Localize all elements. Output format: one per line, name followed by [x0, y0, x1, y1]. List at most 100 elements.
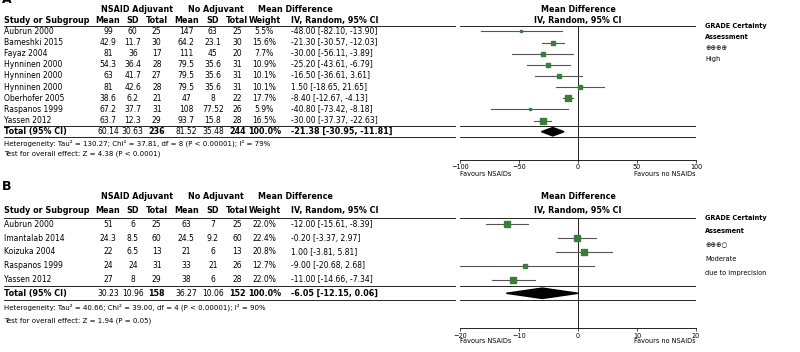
Text: 27: 27	[103, 275, 113, 284]
Text: Weight: Weight	[248, 206, 281, 215]
Text: SD: SD	[206, 16, 219, 25]
Text: SD: SD	[206, 206, 219, 215]
Text: Mean Difference: Mean Difference	[258, 5, 334, 14]
Text: NSAID Adjuvant: NSAID Adjuvant	[101, 193, 173, 201]
Text: 37.7: 37.7	[124, 105, 142, 114]
Text: 79.5: 79.5	[178, 60, 194, 69]
Text: IV, Random, 95% CI: IV, Random, 95% CI	[534, 16, 622, 25]
Text: Koizuka 2004: Koizuka 2004	[4, 247, 55, 257]
Text: 35.6: 35.6	[204, 60, 222, 69]
Text: 93.7: 93.7	[178, 116, 194, 125]
Text: 17: 17	[152, 49, 162, 58]
Text: 29: 29	[152, 116, 162, 125]
Text: Mean Difference: Mean Difference	[258, 193, 334, 201]
Text: Study or Subgroup: Study or Subgroup	[4, 16, 90, 25]
Text: Test for overall effect: Z = 4.38 (P < 0.0001): Test for overall effect: Z = 4.38 (P < 0…	[4, 151, 160, 157]
Text: 31: 31	[152, 105, 162, 114]
Text: -16.50 [-36.61, 3.61]: -16.50 [-36.61, 3.61]	[291, 71, 370, 81]
Text: Heterogeneity: Tau² = 40.66; Chi² = 39.00, df = 4 (P < 0.00001); I² = 90%: Heterogeneity: Tau² = 40.66; Chi² = 39.0…	[4, 303, 266, 311]
Text: 36: 36	[128, 49, 138, 58]
Text: 9.2: 9.2	[207, 234, 219, 243]
Text: Weight: Weight	[248, 16, 281, 25]
Text: 22: 22	[103, 247, 113, 257]
Text: 10.96: 10.96	[122, 289, 144, 298]
Text: 11.7: 11.7	[125, 38, 141, 47]
Text: 51: 51	[103, 220, 113, 229]
Text: 158: 158	[149, 289, 165, 298]
Text: 67.2: 67.2	[99, 105, 116, 114]
Text: Hynninen 2000: Hynninen 2000	[4, 60, 62, 69]
Text: Study or Subgroup: Study or Subgroup	[4, 206, 90, 215]
Text: 60: 60	[232, 234, 242, 243]
Text: Raspanos 1999: Raspanos 1999	[4, 261, 63, 270]
Text: Hynninen 2000: Hynninen 2000	[4, 71, 62, 81]
Text: 31: 31	[152, 261, 162, 270]
Text: Heterogeneity: Tau² = 130.27; Chi² = 37.81, df = 8 (P < 0.00001); I² = 79%: Heterogeneity: Tau² = 130.27; Chi² = 37.…	[4, 139, 270, 146]
Text: 25: 25	[152, 27, 162, 36]
Text: -48.00 [-82.10, -13.90]: -48.00 [-82.10, -13.90]	[291, 27, 378, 36]
Text: 26: 26	[233, 105, 242, 114]
Text: 38: 38	[182, 275, 191, 284]
Text: -6.05 [-12.15, 0.06]: -6.05 [-12.15, 0.06]	[291, 289, 378, 298]
Text: 22.4%: 22.4%	[253, 234, 276, 243]
Text: 63: 63	[103, 71, 113, 81]
Text: GRADE Certainty: GRADE Certainty	[706, 215, 767, 221]
Text: Total: Total	[146, 206, 168, 215]
Text: 28: 28	[233, 275, 242, 284]
Text: GRADE Certainty: GRADE Certainty	[706, 23, 767, 29]
Text: 244: 244	[229, 127, 246, 136]
Text: IV, Random, 95% CI: IV, Random, 95% CI	[534, 206, 622, 215]
Text: ⊕⊕⊕⊕: ⊕⊕⊕⊕	[706, 45, 727, 51]
Text: 5.5%: 5.5%	[254, 27, 274, 36]
Text: Favours no NSAIDs: Favours no NSAIDs	[634, 338, 696, 344]
Text: -40.80 [-73.42, -8.18]: -40.80 [-73.42, -8.18]	[291, 105, 373, 114]
Text: 22.0%: 22.0%	[253, 275, 276, 284]
Text: 81: 81	[103, 49, 113, 58]
Text: 147: 147	[179, 27, 194, 36]
Text: 31: 31	[233, 83, 242, 92]
Text: 8.5: 8.5	[127, 234, 139, 243]
Text: -8.40 [-12.67, -4.13]: -8.40 [-12.67, -4.13]	[291, 94, 368, 103]
Text: 6: 6	[210, 247, 215, 257]
Text: 31: 31	[233, 60, 242, 69]
Text: 7: 7	[210, 220, 215, 229]
Text: 22.0%: 22.0%	[253, 220, 276, 229]
Text: 77.52: 77.52	[202, 105, 224, 114]
Text: -30.00 [-37.37, -22.63]: -30.00 [-37.37, -22.63]	[291, 116, 378, 125]
Text: 79.5: 79.5	[178, 71, 194, 81]
Text: 81.52: 81.52	[175, 127, 197, 136]
Text: 30.63: 30.63	[122, 127, 144, 136]
Text: 81: 81	[103, 83, 113, 92]
Text: 26: 26	[233, 261, 242, 270]
Text: 36.27: 36.27	[175, 289, 197, 298]
Text: 24: 24	[103, 261, 113, 270]
Text: 21: 21	[208, 261, 218, 270]
Text: 25: 25	[233, 220, 242, 229]
Text: 63: 63	[182, 220, 191, 229]
Text: 21: 21	[182, 247, 191, 257]
Text: Test for overall effect: Z = 1.94 (P = 0.05): Test for overall effect: Z = 1.94 (P = 0…	[4, 318, 151, 324]
Text: 6: 6	[210, 275, 215, 284]
Text: SD: SD	[126, 206, 139, 215]
Text: 236: 236	[149, 127, 165, 136]
Text: 10.06: 10.06	[202, 289, 224, 298]
Text: -21.38 [-30.95, -11.81]: -21.38 [-30.95, -11.81]	[291, 127, 393, 136]
Text: IV, Random, 95% CI: IV, Random, 95% CI	[291, 16, 378, 25]
Text: 12.3: 12.3	[125, 116, 141, 125]
Text: 6: 6	[130, 220, 135, 229]
Text: Favours NSAIDs: Favours NSAIDs	[460, 338, 511, 344]
Text: 60.14: 60.14	[97, 127, 119, 136]
Text: Favours no NSAIDs: Favours no NSAIDs	[634, 171, 696, 177]
Text: 24: 24	[128, 261, 138, 270]
Text: due to imprecision: due to imprecision	[706, 270, 766, 276]
Text: 60: 60	[128, 27, 138, 36]
Text: Oberhofer 2005: Oberhofer 2005	[4, 94, 64, 103]
Text: Yassen 2012: Yassen 2012	[4, 275, 51, 284]
Text: 28: 28	[233, 116, 242, 125]
Text: 6.5: 6.5	[126, 247, 139, 257]
Text: 24.5: 24.5	[178, 234, 194, 243]
Text: Raspanos 1999: Raspanos 1999	[4, 105, 63, 114]
Text: Mean: Mean	[174, 206, 198, 215]
Text: 30: 30	[152, 38, 162, 47]
Text: 21: 21	[152, 94, 162, 103]
